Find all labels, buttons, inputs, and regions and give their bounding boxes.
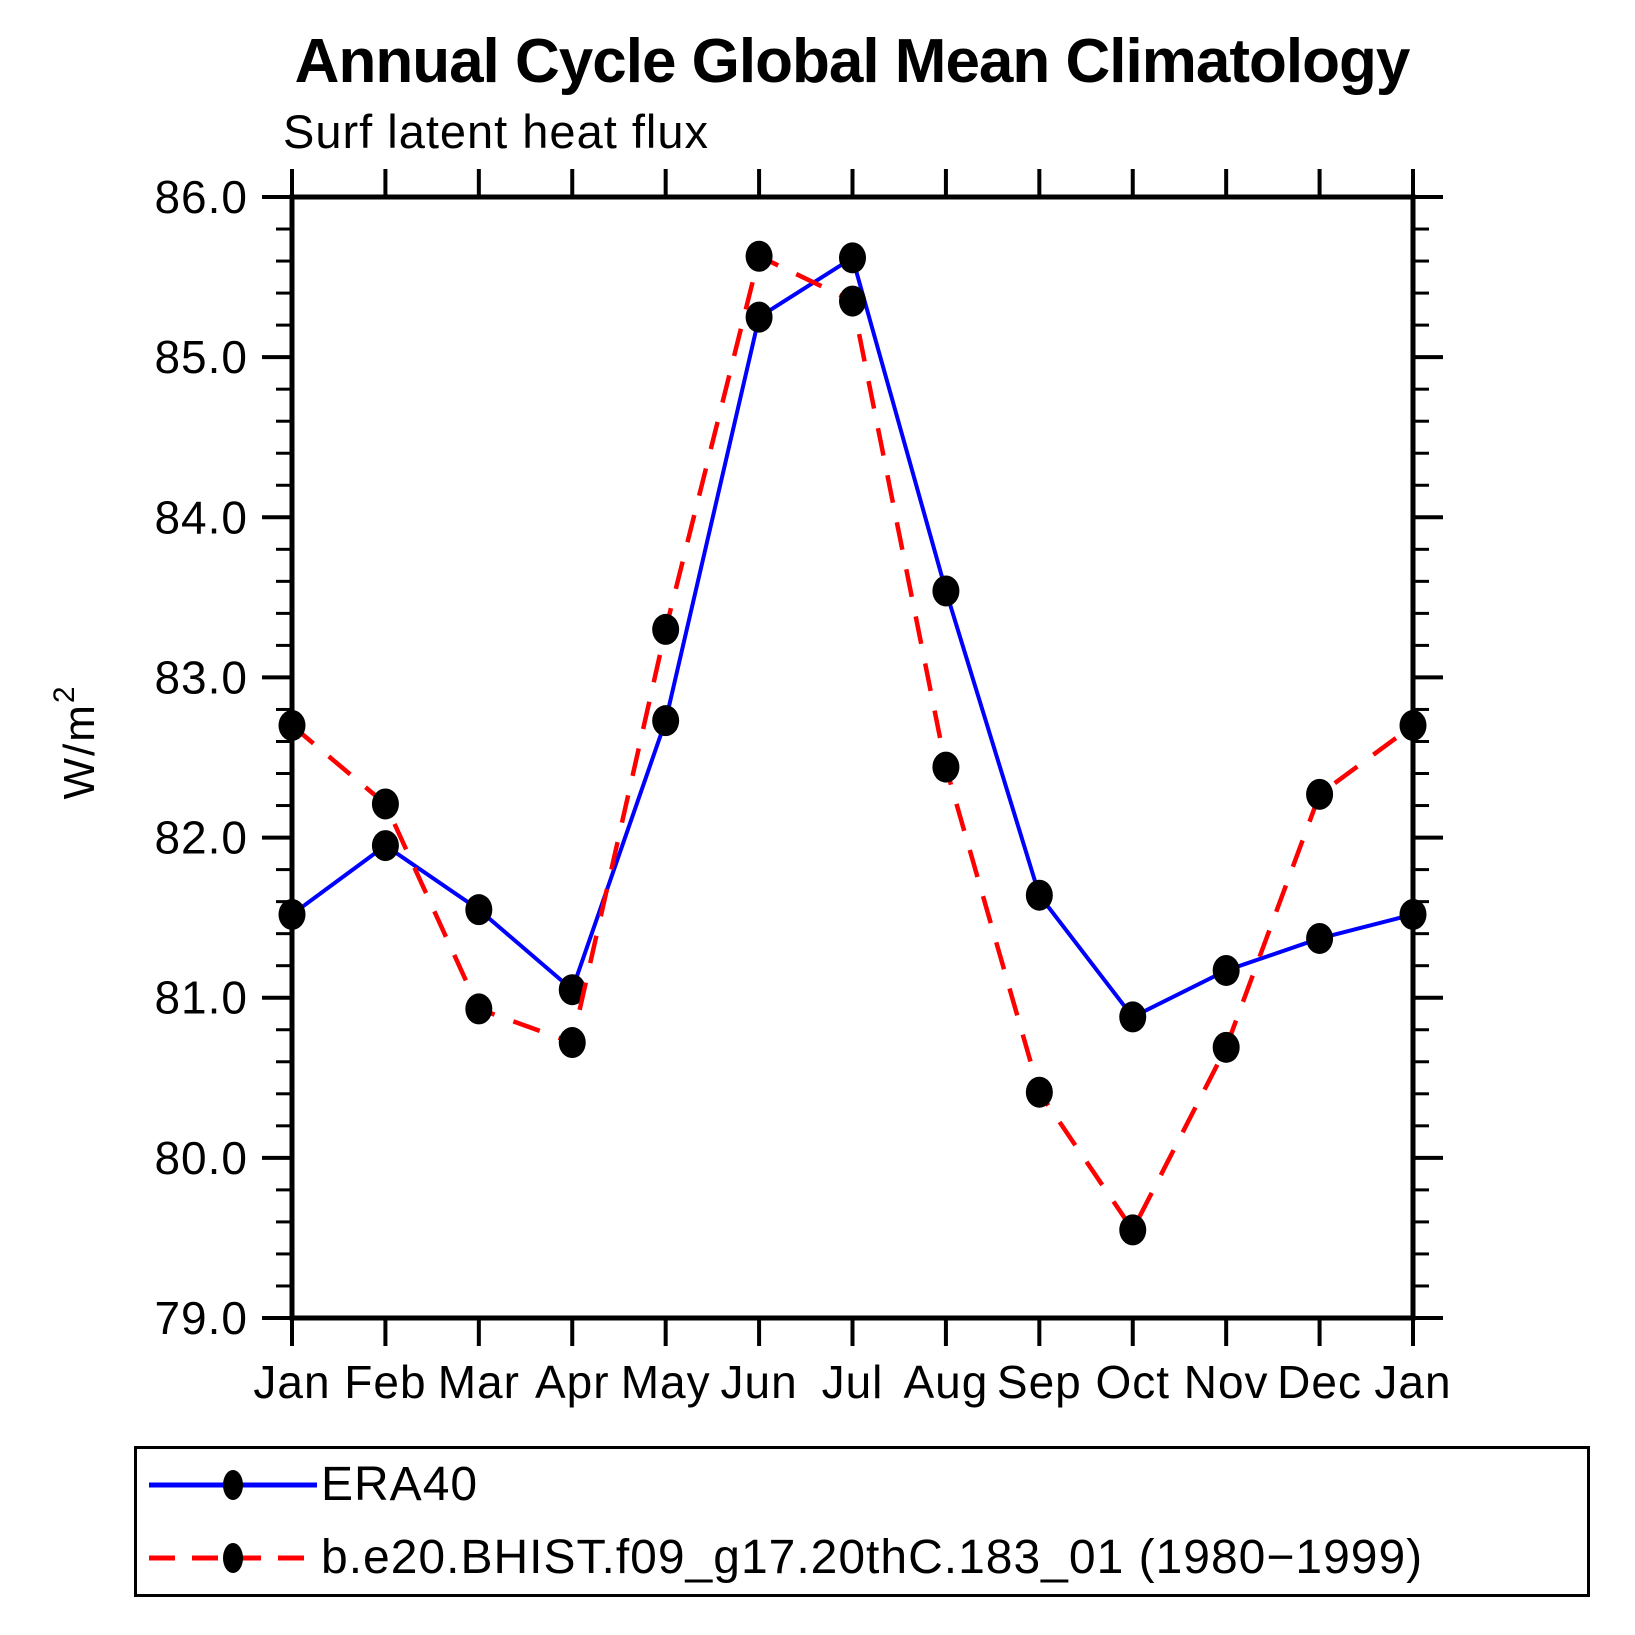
y-tick-label: 82.0 xyxy=(154,812,248,864)
x-tick-label: May xyxy=(621,1356,711,1408)
legend-row-model: b.e20.BHIST.f09_g17.20thC.183_01 (1980−1… xyxy=(137,1526,1587,1590)
y-tick-label: 81.0 xyxy=(154,972,248,1024)
data-point-marker xyxy=(745,301,773,333)
data-point-marker xyxy=(932,751,960,783)
data-point-marker xyxy=(1306,922,1334,954)
x-tick-label: Jun xyxy=(720,1356,797,1408)
data-point-marker xyxy=(839,285,866,317)
data-point-marker xyxy=(1306,778,1334,810)
data-point-marker xyxy=(278,898,306,930)
plot-box xyxy=(289,194,1416,1321)
y-tick-label: 85.0 xyxy=(154,331,248,383)
series-line-model xyxy=(290,253,1415,1235)
data-point-marker xyxy=(652,705,680,737)
y-tick-label: 83.0 xyxy=(154,651,248,703)
y-tick-label: 80.0 xyxy=(154,1132,248,1184)
data-point-marker xyxy=(1212,1031,1240,1063)
x-tick-label: Jan xyxy=(253,1356,330,1408)
x-tick-label: Mar xyxy=(438,1356,520,1408)
y-tick-label: 79.0 xyxy=(154,1292,248,1344)
data-point-marker xyxy=(558,1027,586,1059)
series-line-era40 xyxy=(290,254,1414,1020)
legend-row-era40: ERA40 xyxy=(137,1453,1587,1517)
data-point-marker xyxy=(1399,898,1427,930)
x-tick-label: Feb xyxy=(344,1356,426,1408)
legend-sample-dashed-red-line xyxy=(149,1542,317,1573)
data-point-marker xyxy=(371,788,399,820)
x-tick-label: Apr xyxy=(535,1356,610,1408)
x-tick-label: Nov xyxy=(1184,1356,1269,1408)
data-point-marker xyxy=(839,242,866,274)
data-point-marker xyxy=(745,240,773,272)
x-tick-label: Sep xyxy=(997,1356,1082,1408)
y-tick-label: 86.0 xyxy=(154,171,248,223)
data-point-marker xyxy=(652,613,680,645)
data-point-marker xyxy=(932,575,960,607)
data-point-marker xyxy=(1119,1001,1147,1033)
x-tick-label: Dec xyxy=(1277,1356,1362,1408)
data-point-marker xyxy=(558,974,586,1006)
legend-marker-dot-icon xyxy=(223,1542,243,1573)
legend-label-era40: ERA40 xyxy=(321,1458,479,1512)
data-point-marker xyxy=(465,894,493,926)
legend-box: ERA40 b.e20.BHIST.f09_g17.20thC.183_01 (… xyxy=(134,1446,1590,1597)
x-tick-label: Aug xyxy=(903,1356,988,1408)
chart-subtitle: Surf latent heat flux xyxy=(283,105,709,158)
chart-title: Annual Cycle Global Mean Climatology xyxy=(294,27,1411,96)
data-point-marker xyxy=(278,709,306,741)
data-point-marker xyxy=(371,830,399,862)
x-tick-label: Jan xyxy=(1374,1356,1451,1408)
legend-sample-solid-blue-line xyxy=(149,1470,317,1501)
data-point-marker xyxy=(1212,954,1240,986)
data-point-marker xyxy=(1399,709,1427,741)
y-tick-label: 84.0 xyxy=(154,491,248,543)
legend-label-model: b.e20.BHIST.f09_g17.20thC.183_01 (1980−1… xyxy=(321,1530,1424,1584)
data-point-marker xyxy=(1025,1076,1053,1108)
x-tick-label: Jul xyxy=(822,1356,884,1408)
x-tick-label: Oct xyxy=(1095,1356,1170,1408)
data-point-marker xyxy=(1119,1214,1147,1246)
data-point-marker xyxy=(465,993,493,1025)
data-point-marker xyxy=(1025,879,1053,911)
y-axis-label: W/m2 xyxy=(48,684,104,799)
legend-marker-dot-icon xyxy=(223,1470,243,1501)
